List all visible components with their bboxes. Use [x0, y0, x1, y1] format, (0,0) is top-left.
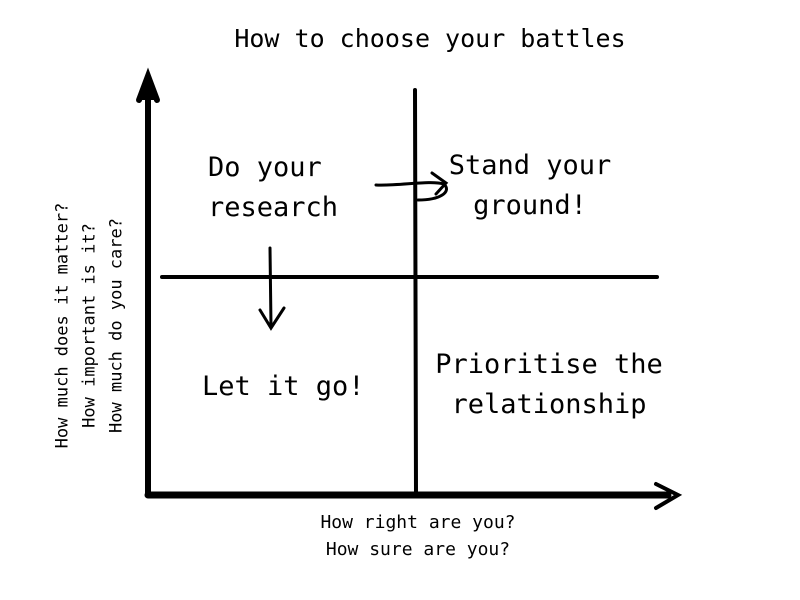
- quadrant-label-line: Stand your: [448, 150, 612, 181]
- y-axis-label-line: How much does it matter?: [52, 202, 73, 449]
- quadrant-top-left: Do your research: [208, 148, 338, 228]
- y-axis-label-line: How much do you care?: [106, 218, 127, 433]
- quadrant-label-line: Let it go!: [202, 371, 365, 402]
- quadrant-label-line: Prioritise the: [435, 349, 663, 380]
- quadrant-label-line: research: [208, 192, 339, 223]
- x-axis-arrowhead: [654, 482, 683, 510]
- y-axis-arrowhead: [136, 67, 160, 103]
- right-arrow: [374, 181, 448, 202]
- x-axis-label: How right are you? How sure are you?: [218, 509, 618, 563]
- quadrant-bottom-left: Let it go!: [202, 367, 365, 407]
- vertical-divider: [413, 88, 418, 497]
- down-arrow: [268, 246, 273, 328]
- down-arrowhead: [258, 306, 286, 331]
- y-axis-label-line: How important is it?: [79, 223, 100, 428]
- quadrant-label-line: relationship: [451, 389, 647, 420]
- quadrant-bottom-right: Prioritise the relationship: [434, 345, 664, 425]
- right-arrowhead: [430, 171, 449, 196]
- x-axis-label-line: How sure are you?: [325, 539, 511, 560]
- quadrant-label-line: Do your: [208, 152, 322, 183]
- quadrant-top-right: Stand your ground!: [446, 146, 614, 226]
- x-axis-label-line: How right are you?: [320, 512, 516, 533]
- quadrant-label-line: ground!: [473, 190, 587, 221]
- y-axis-label: How much does it matter? How important i…: [50, 126, 131, 526]
- diagram-title: How to choose your battles: [234, 24, 626, 53]
